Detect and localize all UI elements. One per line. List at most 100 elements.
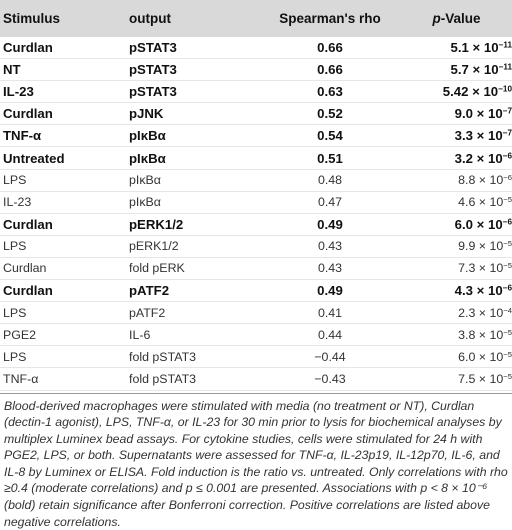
cell-stimulus: Curdlan xyxy=(0,103,129,125)
cell-output: pATF2 xyxy=(129,280,259,302)
cell-stimulus: Untreated xyxy=(0,147,129,169)
header-output: output xyxy=(129,0,259,37)
table-header-row: Stimulus output Spearman's rho p-Value xyxy=(0,0,512,37)
pvalue-exponent: −5 xyxy=(503,239,512,248)
pvalue-exponent: −6 xyxy=(503,151,512,160)
pvalue-mantissa: 5.42 × 10 xyxy=(443,84,498,99)
pvalue-exponent: −7 xyxy=(503,107,512,116)
header-rho: Spearman's rho xyxy=(259,0,401,37)
cell-rho: 0.66 xyxy=(259,59,401,81)
table-footnote: Blood-derived macrophages were stimulate… xyxy=(0,393,512,530)
pvalue-mantissa: 6.0 × 10 xyxy=(458,350,503,364)
cell-stimulus: TNF-α xyxy=(0,368,129,390)
pvalue-exponent: −11 xyxy=(499,63,512,72)
cell-output: pIκBα xyxy=(129,169,259,191)
cell-pvalue: 4.6 × 10−5 xyxy=(401,191,512,213)
pvalue-mantissa: 6.0 × 10 xyxy=(455,217,503,232)
cell-rho: 0.48 xyxy=(259,169,401,191)
cell-output: pSTAT3 xyxy=(129,59,259,81)
cell-rho: 0.41 xyxy=(259,302,401,324)
cell-pvalue: 9.9 × 10−5 xyxy=(401,235,512,257)
header-stimulus: Stimulus xyxy=(0,0,129,37)
cell-output: pIκBα xyxy=(129,125,259,147)
cell-output: fold pERK xyxy=(129,257,259,279)
cell-pvalue: 3.3 × 10−7 xyxy=(401,125,512,147)
pvalue-exponent: −5 xyxy=(503,372,512,381)
cell-rho: 0.66 xyxy=(259,37,401,59)
cell-stimulus: LPS xyxy=(0,302,129,324)
cell-rho: 0.52 xyxy=(259,103,401,125)
header-pvalue-rest: -Value xyxy=(441,11,481,26)
cell-output: IL-6 xyxy=(129,324,259,346)
cell-stimulus: NT xyxy=(0,59,129,81)
cell-pvalue: 4.3 × 10−6 xyxy=(401,280,512,302)
cell-stimulus: Curdlan xyxy=(0,213,129,235)
cell-output: pERK1/2 xyxy=(129,213,259,235)
cell-rho: 0.63 xyxy=(259,81,401,103)
pvalue-exponent: −5 xyxy=(503,328,512,337)
cell-rho: 0.43 xyxy=(259,257,401,279)
pvalue-mantissa: 5.1 × 10 xyxy=(451,40,499,55)
cell-pvalue: 7.5 × 10−5 xyxy=(401,368,512,390)
cell-rho: 0.49 xyxy=(259,280,401,302)
pvalue-mantissa: 9.0 × 10 xyxy=(455,106,503,121)
cell-output: pJNK xyxy=(129,103,259,125)
cell-stimulus: TNF-α xyxy=(0,125,129,147)
cell-output: fold pSTAT3 xyxy=(129,368,259,390)
cell-pvalue: 3.8 × 10−5 xyxy=(401,324,512,346)
cell-stimulus: PGE2 xyxy=(0,324,129,346)
pvalue-mantissa: 7.5 × 10 xyxy=(458,372,503,386)
cell-pvalue: 7.3 × 10−5 xyxy=(401,257,512,279)
pvalue-exponent: −6 xyxy=(503,217,512,226)
pvalue-exponent: −6 xyxy=(503,284,512,293)
cell-output: pERK1/2 xyxy=(129,235,259,257)
cell-stimulus: LPS xyxy=(0,346,129,368)
pvalue-exponent: −5 xyxy=(503,261,512,270)
pvalue-mantissa: 3.8 × 10 xyxy=(458,328,503,342)
cell-output: pSTAT3 xyxy=(129,81,259,103)
pvalue-mantissa: 9.9 × 10 xyxy=(458,239,503,253)
cell-rho: 0.49 xyxy=(259,213,401,235)
cell-output: pSTAT3 xyxy=(129,37,259,59)
cell-rho: 0.54 xyxy=(259,125,401,147)
pvalue-mantissa: 5.7 × 10 xyxy=(451,62,499,77)
cell-output: pATF2 xyxy=(129,302,259,324)
cell-pvalue: 9.0 × 10−7 xyxy=(401,103,512,125)
pvalue-exponent: −4 xyxy=(503,305,512,314)
pvalue-mantissa: 3.2 × 10 xyxy=(455,151,503,166)
cell-pvalue: 6.0 × 10−6 xyxy=(401,213,512,235)
pvalue-mantissa: 2.3 × 10 xyxy=(458,306,503,320)
pvalue-exponent: −6 xyxy=(503,173,512,182)
cell-pvalue: 8.8 × 10−6 xyxy=(401,169,512,191)
cell-rho: 0.47 xyxy=(259,191,401,213)
pvalue-mantissa: 8.8 × 10 xyxy=(458,173,503,187)
cell-output: pIκBα xyxy=(129,147,259,169)
cell-stimulus: LPS xyxy=(0,169,129,191)
cell-rho: −0.43 xyxy=(259,368,401,390)
pvalue-exponent: −7 xyxy=(503,129,512,138)
pvalue-mantissa: 4.6 × 10 xyxy=(458,195,503,209)
cell-pvalue: 5.42 × 10−10 xyxy=(401,81,512,103)
pvalue-exponent: −5 xyxy=(503,195,512,204)
header-pvalue: p-Value xyxy=(401,0,512,37)
footnote-text: Blood-derived macrophages were stimulate… xyxy=(4,398,508,530)
pvalue-exponent: −10 xyxy=(498,85,512,94)
cell-rho: 0.44 xyxy=(259,324,401,346)
pvalue-mantissa: 4.3 × 10 xyxy=(455,283,503,298)
